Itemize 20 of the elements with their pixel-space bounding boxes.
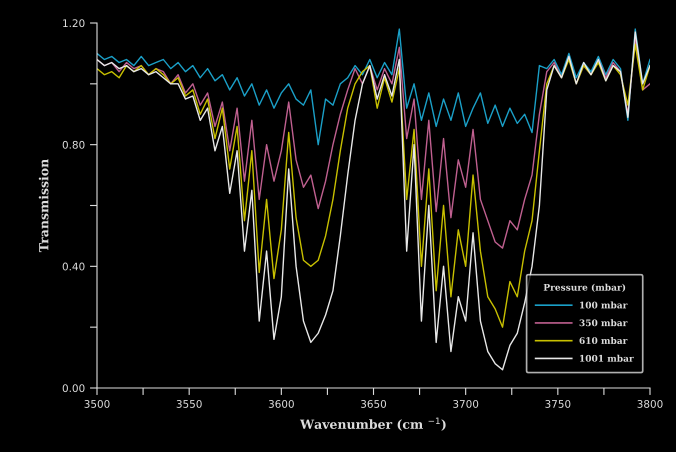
y-tick-label: 0.80 [62, 140, 85, 149]
line-series [97, 28, 650, 146]
x-tick-label: 3650 [361, 400, 386, 408]
x-tick-label: 3500 [84, 400, 110, 408]
y-tick-label: 0.00 [62, 384, 85, 392]
legend-label: 100 mbar [580, 301, 628, 308]
x-tick-label: 3700 [453, 400, 478, 408]
y-axis-title: Transmission [38, 159, 48, 252]
x-tick-label: 3800 [638, 400, 663, 408]
x-tick-label: 3750 [545, 400, 570, 408]
x-tick-label: 3550 [176, 400, 202, 408]
x-tick-label: 3600 [268, 400, 294, 408]
legend-title: Pressure (mbar) [544, 284, 626, 292]
x-axis-title: Wavenumber (cm $^{−1}$) [300, 418, 446, 431]
y-tick-label: 0.40 [62, 262, 85, 270]
legend-label: 350 mbar [580, 319, 628, 326]
line-series [97, 44, 650, 328]
legend-label: 610 mbar [580, 337, 628, 344]
legend-label: 1001 mbar [580, 354, 634, 362]
y-tick-label: 1.20 [63, 19, 85, 28]
